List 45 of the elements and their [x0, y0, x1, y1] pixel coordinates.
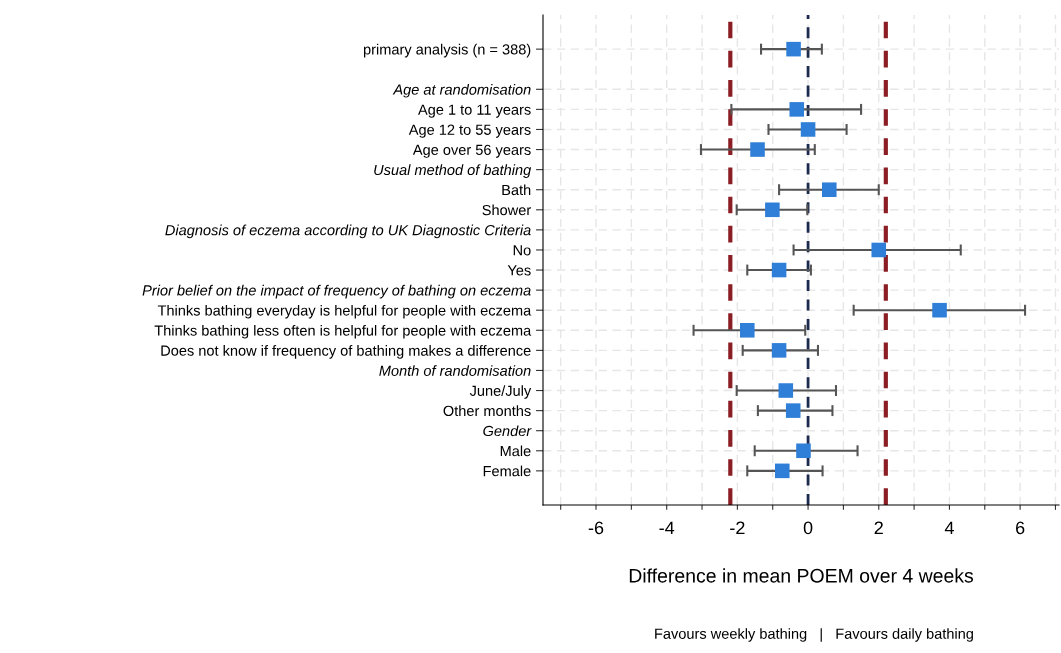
y-tick-label: No — [513, 245, 531, 256]
x-tick-label: -4 — [659, 521, 675, 535]
y-tick-label: Gender — [483, 425, 532, 437]
y-tick-label: June/July — [469, 385, 532, 399]
x-tick-label: -6 — [588, 521, 604, 535]
y-tick-label: Age 12 to 55 years — [408, 124, 531, 138]
y-tick-label: Prior belief on the impact of frequency of bathing on eczema — [142, 284, 531, 299]
x-tick-label: 0 — [803, 521, 813, 535]
point — [796, 443, 811, 459]
point — [771, 262, 787, 278]
point — [740, 323, 755, 338]
y-tick-label: Male — [500, 445, 531, 457]
y-tick-label: Usual method of bathing — [374, 164, 532, 178]
point — [778, 383, 794, 398]
point — [821, 182, 837, 197]
point — [771, 343, 787, 358]
point — [789, 102, 805, 117]
y-tick-label: Thinks bathing everyday is helpful for people with eczema — [157, 304, 532, 319]
x-tick-label: 4 — [944, 521, 954, 535]
point — [765, 202, 780, 218]
point — [932, 302, 947, 318]
y-tick-label: Shower — [482, 204, 531, 216]
y-tick-label: Other months — [443, 405, 531, 417]
y-tick-label: Age over 56 years — [412, 144, 531, 158]
y-tick-label: Diagnosis of eczema according to UK Diagnostic Criteria — [165, 224, 531, 239]
y-tick-label: Thinks bathing less often is helpful for people with eczema — [154, 325, 532, 339]
point — [774, 463, 790, 479]
x-tick-label: 2 — [874, 521, 883, 535]
point — [871, 242, 887, 258]
text: Favours weekly bathing | Favours daily bathing — [655, 628, 973, 642]
y-tick-label: Age 1 to 11 years — [418, 104, 531, 118]
y-tick-label: Month of randomisation — [379, 365, 531, 376]
x-tick-label: 6 — [1016, 521, 1025, 535]
point — [750, 142, 765, 157]
x-tick-label: -2 — [730, 521, 745, 535]
x-axis-title: Difference in mean POEM over 4 weeks — [629, 568, 974, 583]
point — [800, 122, 816, 137]
point — [785, 403, 801, 418]
y-tick-label: Yes — [507, 265, 531, 276]
y-tick-label: Bath — [502, 184, 531, 196]
y-tick-label: Age at randomisation — [392, 84, 531, 98]
y-tick-label: Does not know if frequency of bathing makes a difference — [161, 345, 531, 359]
y-tick-label: Female — [483, 465, 531, 477]
point — [786, 41, 801, 57]
y-tick-label: primary analysis (n = 388) — [363, 43, 531, 58]
